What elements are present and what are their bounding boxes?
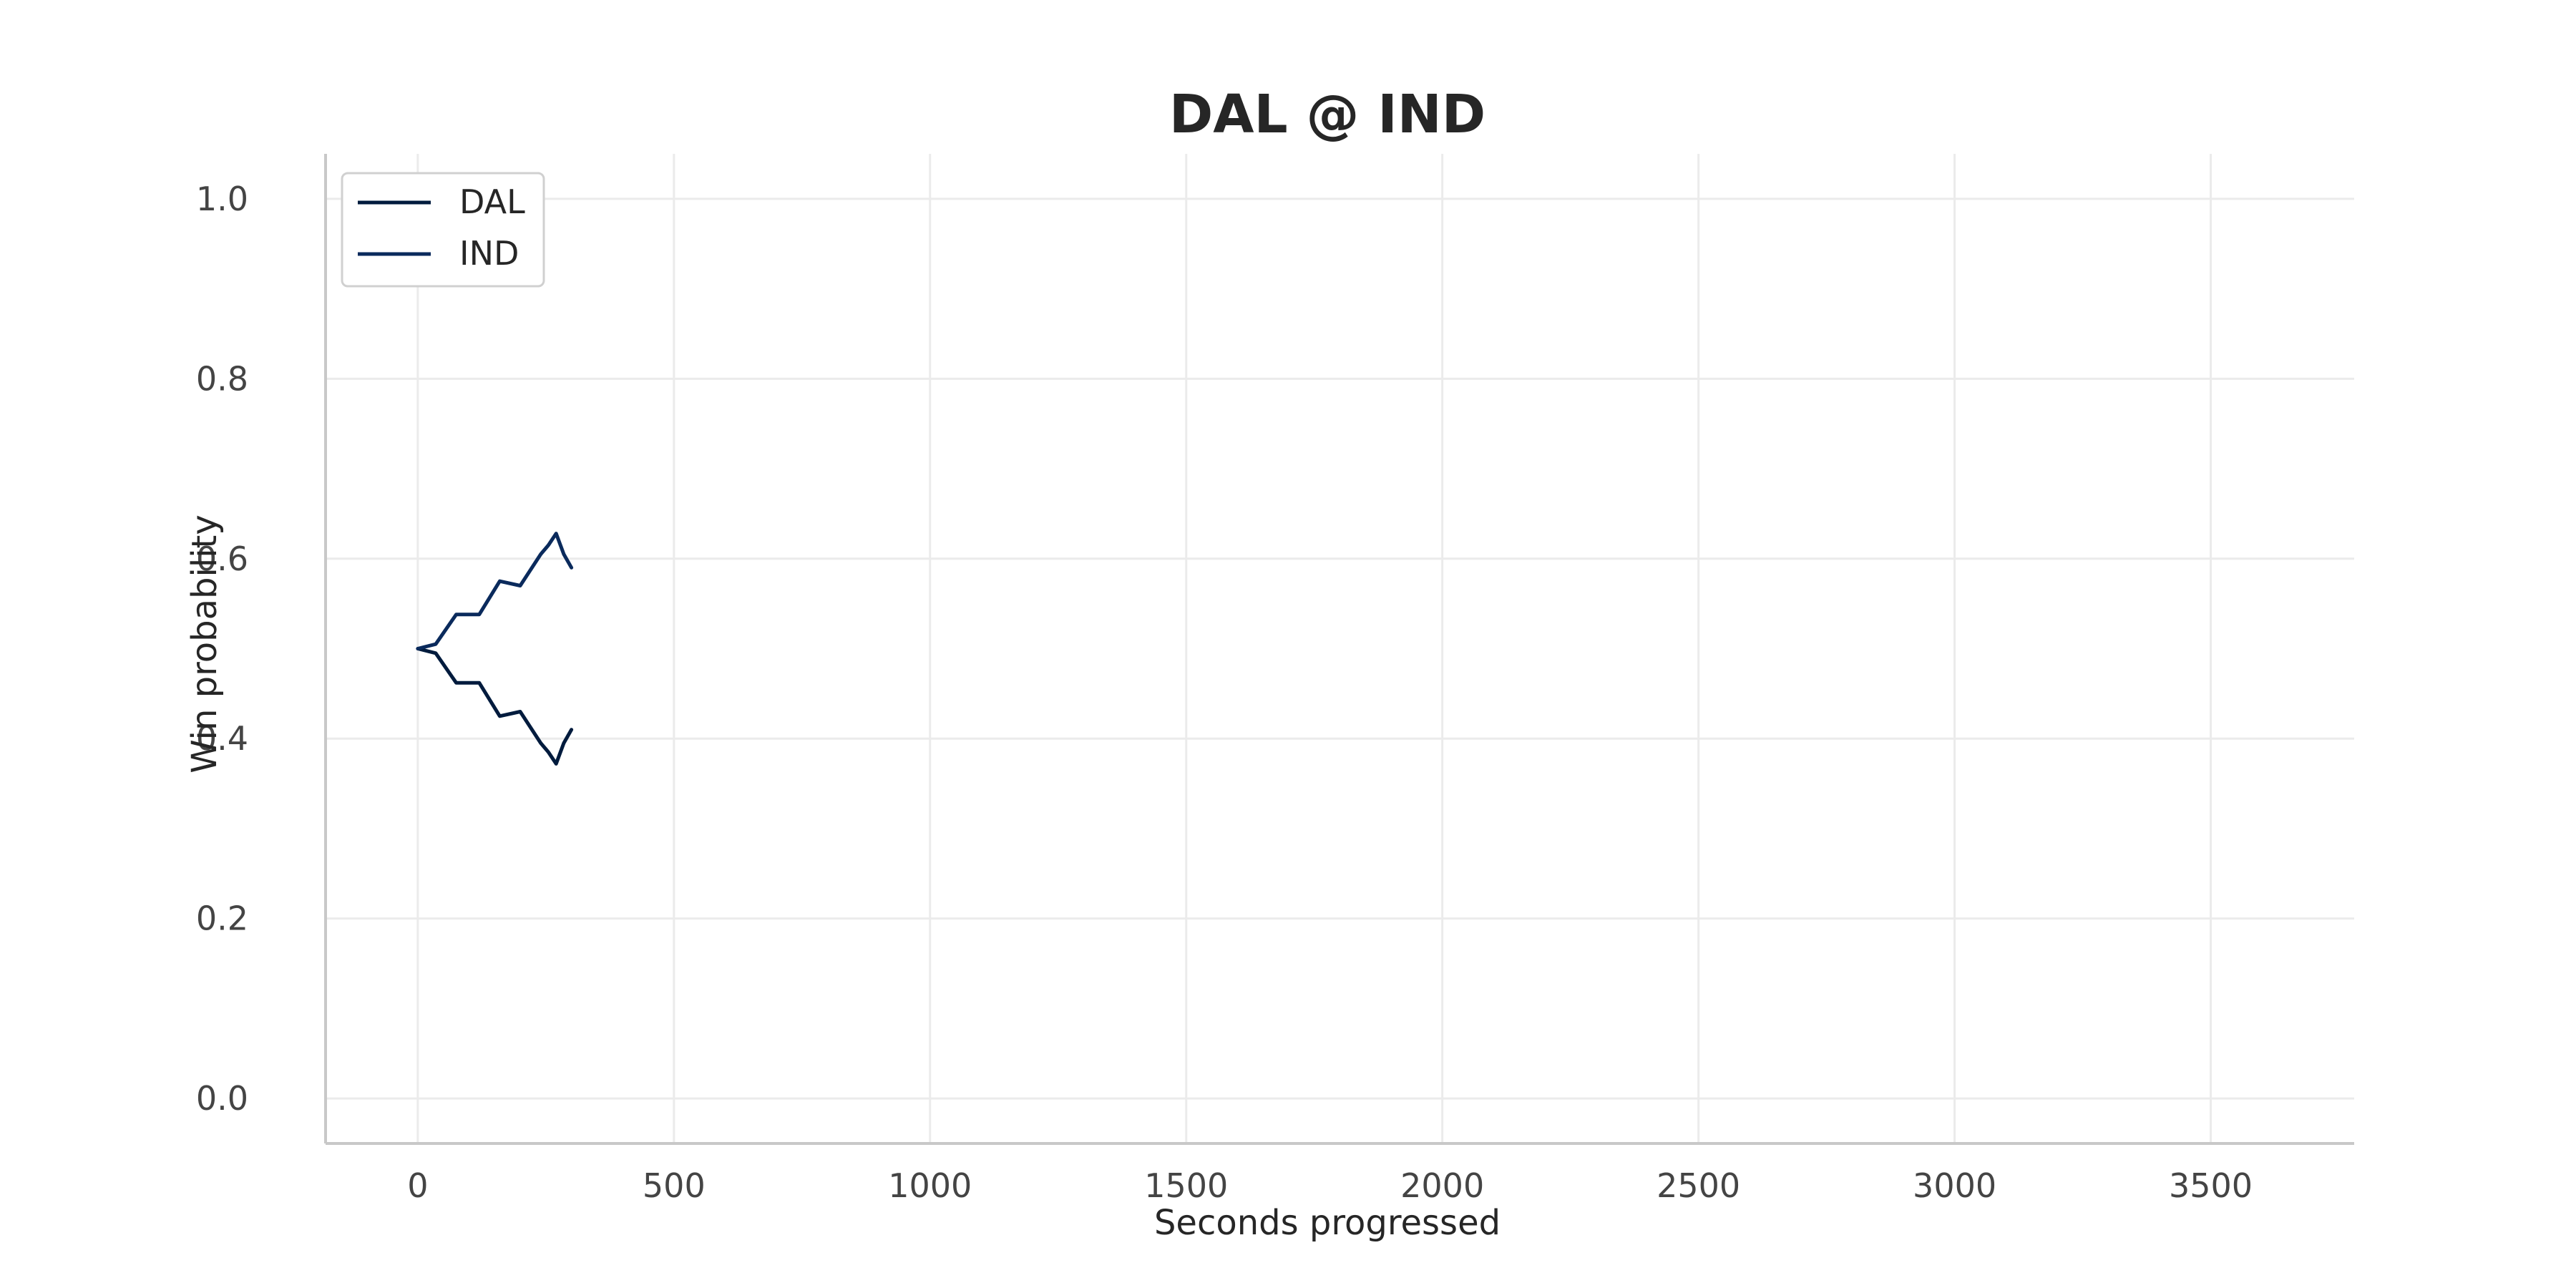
legend-label-dal: DAL (459, 182, 525, 221)
x-tick-label: 3500 (2169, 1166, 2253, 1205)
y-axis-label: Win probability (185, 514, 225, 774)
y-tick-label: 0.8 (196, 359, 248, 398)
y-tick-label: 0.0 (196, 1079, 248, 1118)
y-tick-labels: 0.0 0.2 0.4 0.6 0.8 1.0 (196, 180, 248, 1118)
y-tick-label: 1.0 (196, 180, 248, 218)
x-tick-label: 1000 (888, 1166, 972, 1205)
x-tick-labels: 0 500 1000 1500 2000 2500 3000 3500 (407, 1166, 2253, 1205)
legend: DAL IND (341, 172, 545, 288)
x-tick-label: 3000 (1913, 1166, 1996, 1205)
series-line-ind (416, 532, 574, 650)
series-lines (416, 532, 574, 766)
x-tick-label: 1500 (1144, 1166, 1228, 1205)
x-tick-label: 2500 (1657, 1166, 1740, 1205)
y-tick-label: 0.2 (196, 899, 248, 938)
y-tick-label: 0.6 (196, 540, 248, 578)
x-tick-label: 500 (643, 1166, 706, 1205)
axes-spines (324, 154, 2354, 1145)
series-line-dal (416, 647, 574, 766)
x-tick-label: 0 (407, 1166, 428, 1205)
y-tick-label: 0.4 (196, 719, 248, 758)
x-axis-label: Seconds progressed (1154, 1203, 1501, 1243)
chart-title: DAL @ IND (1169, 84, 1485, 145)
x-tick-label: 2000 (1400, 1166, 1484, 1205)
grid (326, 154, 2354, 1143)
legend-label-ind: IND (459, 234, 519, 273)
